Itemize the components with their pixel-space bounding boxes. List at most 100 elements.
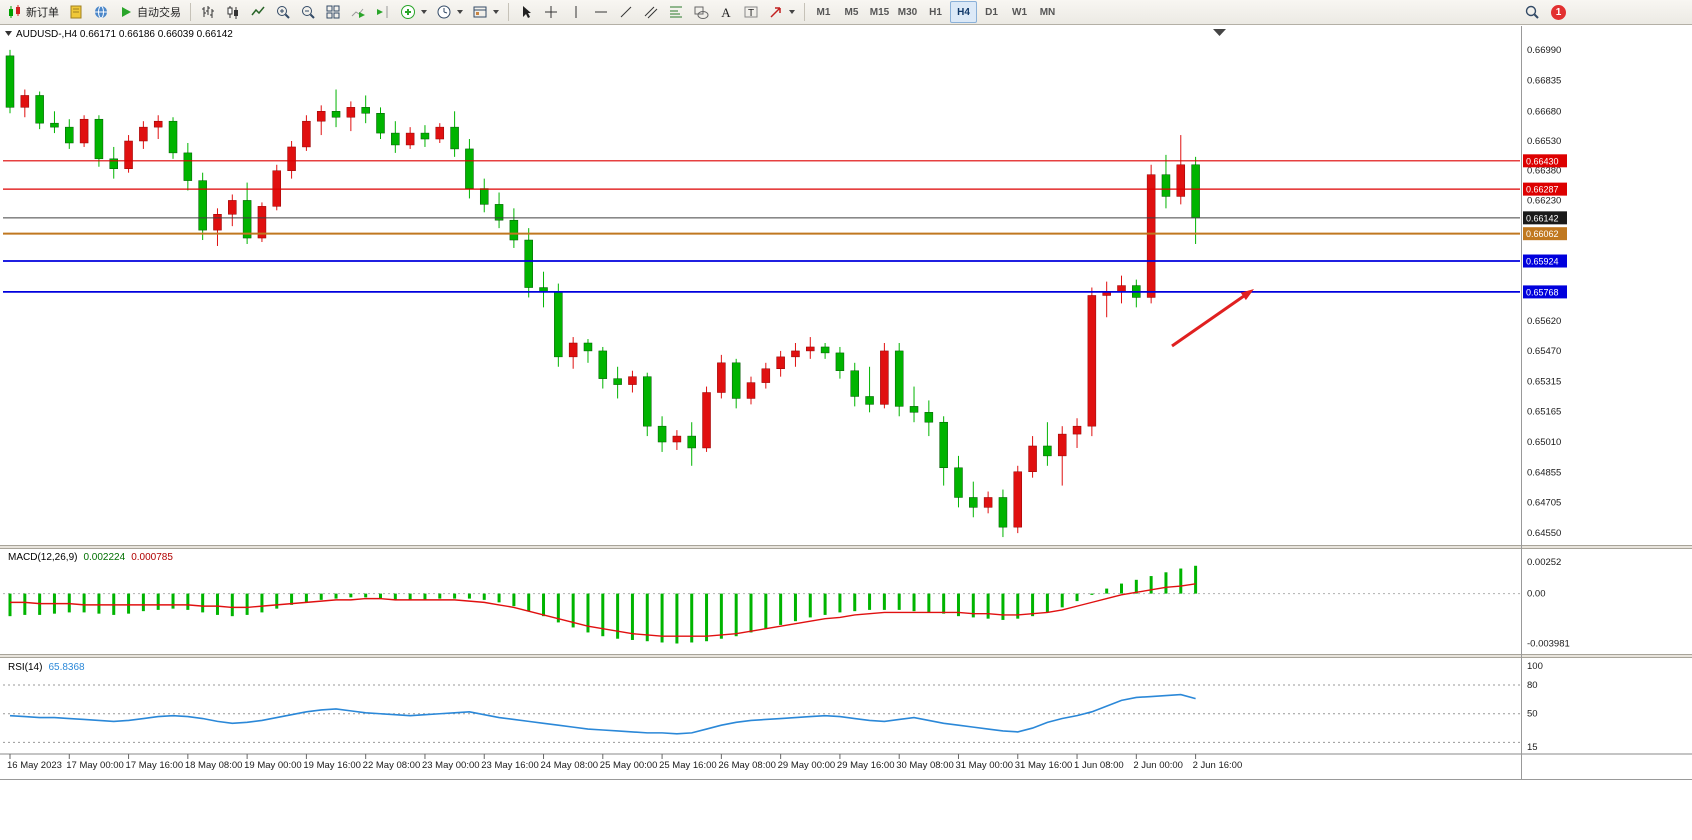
price-tick: 0.66380 bbox=[1527, 166, 1561, 177]
zoom-out-button[interactable] bbox=[296, 0, 320, 24]
time-label: 2 Jun 00:00 bbox=[1133, 760, 1183, 771]
svg-text:T: T bbox=[748, 8, 754, 19]
arrow-annotation-head[interactable] bbox=[1240, 289, 1254, 301]
chart-collapse-icon[interactable] bbox=[5, 31, 12, 36]
svg-text:0.65768: 0.65768 bbox=[1526, 287, 1559, 297]
globe-icon bbox=[95, 5, 107, 19]
trendline-icon bbox=[620, 6, 632, 18]
indicators-button[interactable] bbox=[396, 0, 431, 24]
chart-shift-marker[interactable] bbox=[1213, 29, 1226, 36]
toolbar-separator bbox=[804, 3, 805, 21]
shapes-button[interactable] bbox=[689, 0, 713, 24]
new-order-button[interactable]: 新订单 bbox=[3, 0, 63, 24]
svg-text:A: A bbox=[721, 5, 731, 20]
templates-icon bbox=[473, 6, 487, 18]
shapes-icon bbox=[694, 6, 709, 19]
new-order-icon bbox=[9, 5, 20, 18]
splitter-rsi[interactable] bbox=[0, 654, 1692, 658]
vertical-line-button[interactable] bbox=[564, 0, 588, 24]
rsi-tick: 100 bbox=[1527, 661, 1543, 672]
time-label: 16 May 2023 bbox=[7, 760, 62, 771]
time-label: 1 Jun 08:00 bbox=[1074, 760, 1124, 771]
community-button[interactable] bbox=[89, 0, 113, 24]
timeframe-h1[interactable]: H1 bbox=[929, 6, 942, 18]
timeframe-w1[interactable]: W1 bbox=[1012, 6, 1027, 18]
tile-windows-icon bbox=[326, 5, 340, 19]
timeframe-buttons: M1 M5 M15 M30 H1 H4 D1 W1 MN bbox=[810, 1, 1061, 23]
time-label: 26 May 08:00 bbox=[718, 760, 776, 771]
clock-icon bbox=[437, 5, 451, 19]
time-label: 31 May 00:00 bbox=[955, 760, 1013, 771]
zoom-in-button[interactable] bbox=[271, 0, 295, 24]
vertical-line-icon bbox=[575, 6, 577, 18]
time-label: 25 May 16:00 bbox=[659, 760, 717, 771]
price-tag: 0.66062 bbox=[1523, 227, 1567, 241]
svg-text:0.66062: 0.66062 bbox=[1526, 229, 1559, 239]
timeframe-h4[interactable]: H4 bbox=[950, 1, 977, 23]
macd-tick: 0.00 bbox=[1527, 589, 1546, 600]
line-chart-button[interactable] bbox=[246, 0, 270, 24]
text-label-button[interactable]: T bbox=[739, 0, 763, 24]
macd-signal-line bbox=[10, 583, 1196, 637]
templates-button[interactable] bbox=[468, 0, 503, 24]
time-label: 30 May 08:00 bbox=[896, 760, 954, 771]
crosshair-button[interactable] bbox=[539, 0, 563, 24]
timeframe-m5[interactable]: M5 bbox=[844, 6, 859, 18]
price-tick: 0.65620 bbox=[1527, 316, 1561, 327]
chart-header: AUDUSD-,H4 0.66171 0.66186 0.66039 0.661… bbox=[5, 29, 233, 40]
time-label: 17 May 00:00 bbox=[66, 760, 124, 771]
price-tick: 0.66990 bbox=[1527, 45, 1561, 56]
notification-badge[interactable]: 1 bbox=[1551, 4, 1566, 20]
svg-text:0.65924: 0.65924 bbox=[1526, 257, 1559, 267]
macd-tick: -0.003981 bbox=[1527, 638, 1570, 649]
timeframe-d1[interactable]: D1 bbox=[985, 6, 998, 18]
arrow-annotation[interactable] bbox=[1171, 292, 1248, 348]
fibonacci-button[interactable] bbox=[664, 0, 688, 24]
price-tag: 0.66430 bbox=[1523, 154, 1567, 168]
autotrading-label: 自动交易 bbox=[137, 7, 181, 19]
price-tick: 0.64705 bbox=[1527, 497, 1561, 508]
periods-button[interactable] bbox=[432, 0, 467, 24]
search-button[interactable] bbox=[1520, 0, 1544, 24]
price-tick: 0.65470 bbox=[1527, 346, 1561, 357]
editor-icon bbox=[70, 5, 82, 19]
horizontal-line-button[interactable] bbox=[589, 0, 613, 24]
time-label: 24 May 08:00 bbox=[541, 760, 599, 771]
timeframe-m1[interactable]: M1 bbox=[816, 6, 831, 18]
svg-text:0.66142: 0.66142 bbox=[1526, 213, 1559, 223]
autotrading-button[interactable]: 自动交易 bbox=[114, 0, 185, 24]
splitter-macd[interactable] bbox=[0, 545, 1692, 549]
time-label: 19 May 00:00 bbox=[244, 760, 302, 771]
price-tick: 0.64550 bbox=[1527, 528, 1561, 539]
new-order-label: 新订单 bbox=[26, 7, 59, 19]
timeframe-m15[interactable]: M15 bbox=[869, 6, 890, 18]
text-button[interactable]: A bbox=[714, 0, 738, 24]
arrow-object-icon bbox=[770, 7, 781, 18]
line-chart-icon bbox=[251, 6, 265, 16]
text-label-icon: T bbox=[744, 6, 758, 19]
chart-shift-button[interactable] bbox=[371, 0, 395, 24]
candlestick-chart-button[interactable] bbox=[221, 0, 245, 24]
timeframe-mn[interactable]: MN bbox=[1039, 6, 1056, 18]
timeframe-m30[interactable]: M30 bbox=[897, 6, 918, 18]
auto-scroll-button[interactable] bbox=[346, 0, 370, 24]
price-tick: 0.65165 bbox=[1527, 406, 1561, 417]
cursor-button[interactable] bbox=[514, 0, 538, 24]
channel-button[interactable] bbox=[639, 0, 663, 24]
price-tick: 0.66680 bbox=[1527, 106, 1561, 117]
tile-windows-button[interactable] bbox=[321, 0, 345, 24]
time-label: 22 May 08:00 bbox=[363, 760, 421, 771]
metaeditor-button[interactable] bbox=[64, 0, 88, 24]
price-tag: 0.65924 bbox=[1523, 254, 1567, 268]
rsi-tick: 80 bbox=[1527, 680, 1538, 691]
toolbar-separator bbox=[508, 3, 509, 21]
arrows-button[interactable] bbox=[764, 0, 799, 24]
chart-canvas: AUDUSD-,H4 0.66171 0.66186 0.66039 0.661… bbox=[0, 26, 1692, 780]
autotrading-play-icon bbox=[122, 7, 131, 17]
trendline-button[interactable] bbox=[614, 0, 638, 24]
rsi-tick: 50 bbox=[1527, 709, 1538, 720]
dropdown-caret-icon bbox=[789, 10, 795, 14]
symbol-ohlc-label: AUDUSD-,H4 0.66171 0.66186 0.66039 0.661… bbox=[16, 29, 233, 40]
crosshair-icon bbox=[545, 6, 557, 18]
bar-chart-button[interactable] bbox=[196, 0, 220, 24]
